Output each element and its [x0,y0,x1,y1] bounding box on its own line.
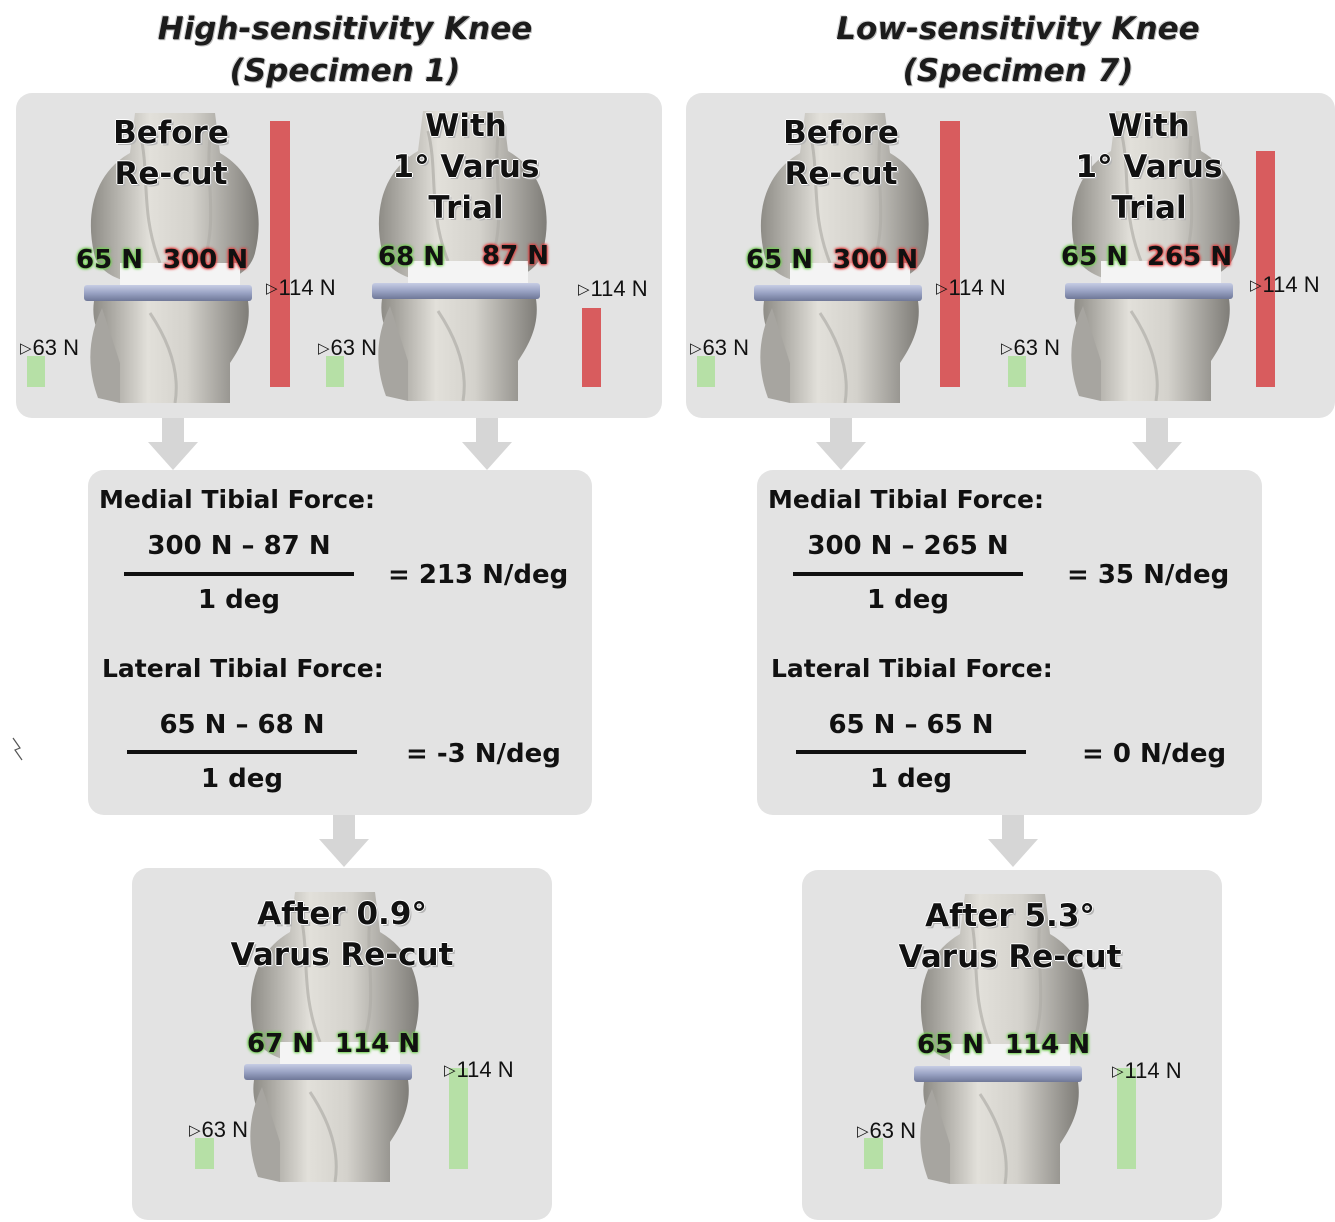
after-medial-bar [1117,1068,1136,1169]
after-lateral-bar [195,1138,214,1169]
medial-numerator: 300 N – 265 N [807,531,1009,561]
ref-medial-label-trial: ▷114 N [1250,272,1320,297]
arrow-down-icon [1132,418,1182,470]
lateral-fraction-bar [796,750,1026,754]
after-medial-force: 114 N [335,1029,421,1059]
ref-lateral-label-before: ▷63 N [20,335,80,360]
trial-lateral-force: 65 N [1061,242,1128,272]
before-trial-panel-left: Before Re-cut With 1° Varus Trial 65 N 300 … [16,93,662,418]
medial-denominator: 1 deg [198,585,280,615]
trial-medial-force: 265 N [1147,242,1233,272]
before-medial-bar [270,121,290,387]
after-lateral-bar [864,1138,883,1169]
ref-medial-label-before: ▷114 N [266,275,336,300]
arrow-down-icon [319,815,369,867]
specimen-title-right: Low-sensitivity Knee (Specimen 7) [698,8,1335,92]
ref-medial-label-before: ▷114 N [936,275,1006,300]
before-lateral-bar [697,356,715,387]
medial-fraction-bar [124,572,354,576]
ref-medial-label-after: ▷114 N [1112,1058,1182,1083]
lateral-numerator: 65 N – 65 N [828,710,994,740]
lateral-force-heading: Lateral Tibial Force: [771,654,1053,683]
varus-trial-label: With 1° Varus Trial [392,108,540,226]
varus-trial-label: With 1° Varus Trial [1075,108,1223,226]
arrow-down-icon [988,815,1038,867]
ref-lateral-label-after: ▷63 N [857,1118,917,1143]
ref-lateral-label-trial: ▷63 N [1001,335,1061,360]
before-medial-force: 300 N [833,245,919,275]
medial-force-heading: Medial Tibial Force: [99,485,376,514]
before-medial-bar [940,121,960,387]
after-medial-bar [449,1068,468,1169]
title-line-2: (Specimen 7) [902,53,1134,89]
arrow-down-icon [462,418,512,470]
trial-medial-bar [1256,151,1275,387]
specimen-title-left: High-sensitivity Knee (Specimen 1) [25,8,665,92]
lateral-denominator: 1 deg [870,764,952,794]
after-recut-label: After 5.3° Varus Re-cut [898,898,1122,975]
before-recut-label: Before Re-cut [783,115,899,192]
arrow-down-icon [148,418,198,470]
medial-denominator: 1 deg [867,585,949,615]
trial-lateral-bar [1008,356,1026,387]
before-recut-label: Before Re-cut [113,115,229,192]
medial-numerator: 300 N – 87 N [147,531,331,561]
title-line-1: Low-sensitivity Knee [836,11,1200,47]
calculation-panel-left: Medial Tibial Force: 300 N – 87 N 1 deg … [88,470,592,815]
trial-medial-force: 87 N [482,241,549,271]
cursor-icon [12,737,23,761]
before-trial-panel-right: Before Re-cut With 1° Varus Trial 65 N 300 … [686,93,1335,418]
medial-result: = 213 N/deg [388,560,569,590]
before-lateral-force: 65 N [76,245,143,275]
trial-medial-bar [582,308,601,387]
after-recut-panel-left: After 0.9° Varus Re-cut 67 N 114 N ▷114 N… [132,868,552,1220]
after-medial-force: 114 N [1005,1030,1091,1060]
after-lateral-force: 65 N [917,1030,984,1060]
before-medial-force: 300 N [163,245,249,275]
trial-lateral-force: 68 N [378,242,445,272]
medial-result: = 35 N/deg [1067,560,1230,590]
after-recut-panel-right: After 5.3° Varus Re-cut 65 N 114 N ▷114 N… [802,870,1222,1220]
medial-fraction-bar [793,572,1023,576]
before-lateral-bar [27,356,45,387]
after-recut-label: After 0.9° Varus Re-cut [230,896,454,973]
lateral-result: = -3 N/deg [406,739,561,769]
ref-lateral-label-before: ▷63 N [690,335,750,360]
lateral-result: = 0 N/deg [1082,739,1227,769]
ref-lateral-label-trial: ▷63 N [318,335,378,360]
title-line-1: High-sensitivity Knee [157,11,533,47]
after-lateral-force: 67 N [247,1029,314,1059]
lateral-numerator: 65 N – 68 N [159,710,325,740]
lateral-denominator: 1 deg [201,764,283,794]
lateral-fraction-bar [127,750,357,754]
trial-lateral-bar [326,356,344,387]
calculation-panel-right: Medial Tibial Force: 300 N – 265 N 1 deg… [757,470,1262,815]
ref-medial-label-trial: ▷114 N [578,276,648,301]
arrow-down-icon [816,418,866,470]
before-lateral-force: 65 N [746,245,813,275]
lateral-force-heading: Lateral Tibial Force: [102,654,384,683]
ref-lateral-label-after: ▷63 N [189,1117,249,1142]
title-line-2: (Specimen 1) [229,53,461,89]
ref-medial-label-after: ▷114 N [444,1057,514,1082]
medial-force-heading: Medial Tibial Force: [768,485,1045,514]
